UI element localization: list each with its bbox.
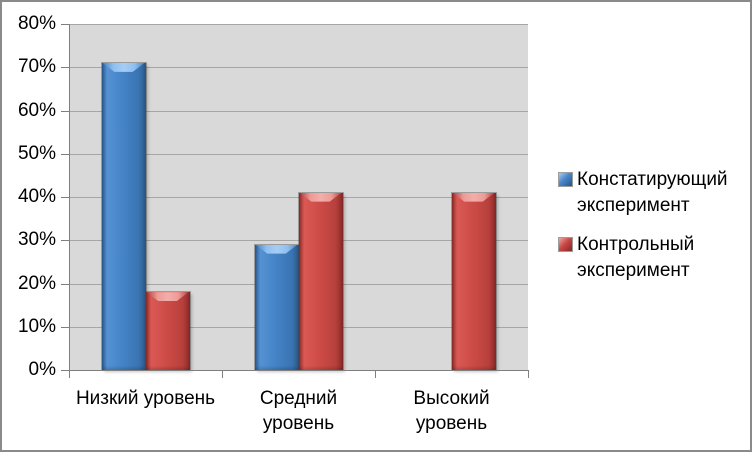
x-category-label-2-line0: Высокий: [413, 388, 490, 409]
y-tick-label-30pct: 30%: [17, 229, 56, 251]
x-category-label-0-line0: Низкий уровень: [75, 388, 216, 409]
y-tick-label-20pct: 20%: [17, 272, 56, 294]
y-tick-label-70pct: 70%: [17, 56, 56, 78]
gridline-70pct: [69, 67, 528, 69]
legend-label-s0-line1: эксперимент: [577, 195, 690, 216]
x-tick-mark-2: [375, 371, 376, 378]
y-tick-mark-30pct: [61, 240, 69, 242]
bar-s1-c1: [298, 192, 343, 370]
gridline-50pct: [69, 153, 528, 155]
x-category-label-0: Низкий уровень: [61, 386, 231, 411]
y-tick-mark-40pct: [61, 197, 69, 198]
bar-s0-c1: [254, 244, 299, 370]
legend-label-s1-line1: эксперимент: [577, 260, 690, 281]
bar-s1-c2: [451, 192, 496, 370]
legend-label-s1: Контрольный эксперимент: [577, 232, 694, 284]
y-tick-mark-80pct: [61, 24, 69, 25]
legend-label-s1-line0: Контрольный: [577, 234, 695, 255]
gridline-80pct: [69, 24, 528, 25]
legend-item-s1: Контрольный эксперимент: [559, 232, 728, 284]
y-tick-mark-10pct: [61, 326, 69, 328]
y-tick-label-40pct: 40%: [17, 186, 56, 207]
legend-swatch-s1: [559, 238, 572, 251]
x-axis-line: [69, 370, 529, 371]
y-tick-label-80pct: 80%: [17, 13, 56, 34]
x-category-label-2-line1: уровень: [415, 413, 488, 434]
y-tick-label-0pct: 0%: [28, 359, 56, 380]
y-tick-label-10pct: 10%: [17, 315, 56, 337]
x-category-label-1: Средний уровень: [214, 386, 384, 436]
gridline-60pct: [69, 110, 528, 112]
y-tick-mark-50pct: [61, 153, 69, 155]
y-tick-mark-70pct: [61, 67, 69, 69]
y-tick-label-60pct: 60%: [17, 99, 56, 121]
x-category-label-2: Высокий уровень: [367, 386, 537, 436]
legend-label-s0-line0: Констатирующий: [577, 169, 728, 190]
legend-item-s0: Констатирующий эксперимент: [559, 167, 728, 219]
y-tick-label-50pct: 50%: [17, 142, 56, 164]
plot-area: [69, 24, 528, 370]
x-category-label-1-line1: уровень: [262, 413, 335, 434]
legend: Констатирующий эксперимент Контрольный эксп…: [559, 167, 728, 297]
bar-s1-c0: [145, 292, 190, 370]
x-category-label-1-line0: Средний: [259, 388, 338, 409]
bar-s0-c0: [101, 62, 146, 370]
x-tick-mark-3: [528, 371, 529, 378]
legend-label-s0: Констатирующий эксперимент: [577, 167, 728, 219]
legend-swatch-s0: [559, 173, 572, 186]
y-tick-mark-0pct: [61, 370, 69, 371]
y-tick-mark-20pct: [61, 283, 69, 285]
x-tick-mark-0: [69, 371, 70, 378]
y-axis-line: [69, 24, 70, 377]
y-tick-mark-60pct: [61, 110, 69, 112]
x-tick-mark-1: [222, 371, 223, 378]
